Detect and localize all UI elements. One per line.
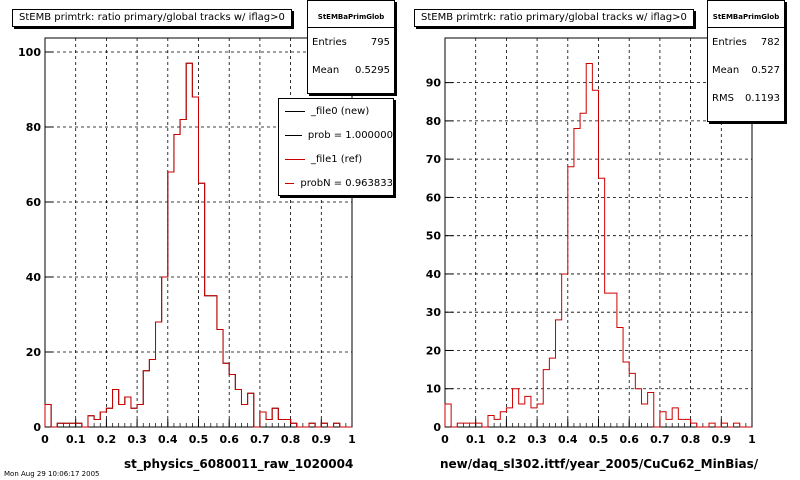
legend-line-red (285, 158, 305, 160)
right-stats-entries-label: Entries (712, 36, 747, 48)
right-stats-entries-row: Entries 782 (708, 28, 784, 56)
left-x-tick-label: 0.3 (127, 433, 147, 446)
left-histogram-series-1 (44, 62, 352, 428)
right-x-tick-label: 0.3 (527, 433, 547, 446)
legend-label-file0: _file0 (new) (311, 105, 370, 117)
right-stats-rms-label: RMS (712, 92, 734, 104)
left-y-tick-label: 60 (26, 196, 42, 209)
right-stats-name: StEMBaPrimGlob (708, 1, 784, 28)
left-stats-box: StEMBaPrimGlob Entries 795 Mean 0.5295 (307, 0, 395, 94)
right-y-tick-label: 80 (426, 115, 442, 128)
left-stats-entries-value: 795 (370, 36, 390, 48)
footer-timestamp: Mon Aug 29 10:06:17 2005 (4, 470, 100, 478)
left-x-tick-label: 0.7 (250, 433, 270, 446)
left-x-tick-label: 0 (41, 433, 49, 446)
right-stats-box: StEMBaPrimGlob Entries 782 Mean 0.527 RM… (707, 0, 785, 122)
legend-line-black (285, 110, 305, 112)
left-stats-entries-label: Entries (312, 36, 347, 48)
right-x-axis-title: new/daq_sl302.ittf/year_2005/CuCu62_MinB… (440, 457, 759, 471)
right-x-tick-label: 0.8 (681, 433, 701, 446)
left-x-tick-label: 0.9 (312, 433, 332, 446)
legend-label-file1: _file1 (ref) (311, 153, 363, 165)
left-stats-mean-value: 0.5295 (355, 64, 390, 76)
right-y-tick-label: 0 (433, 421, 441, 434)
right-y-tick-label: 50 (426, 230, 442, 243)
right-x-tick-label: 0.6 (619, 433, 639, 446)
right-stats-mean-value: 0.527 (751, 64, 780, 76)
left-y-tick-label: 0 (33, 421, 41, 434)
right-y-tick-label: 90 (426, 77, 442, 90)
left-x-tick-label: 0.6 (219, 433, 239, 446)
left-x-tick-label: 1 (348, 433, 356, 446)
legend-entry-probn: probN = 0.963833 (279, 171, 393, 195)
left-x-tick-label: 0.2 (97, 433, 117, 446)
right-stats-mean-row: Mean 0.527 (708, 56, 784, 84)
left-y-tick-label: 100 (18, 46, 41, 59)
left-y-tick-label: 80 (26, 121, 42, 134)
left-legend: _file0 (new) prob = 1.000000 _file1 (ref… (278, 98, 394, 196)
left-y-tick-label: 40 (26, 271, 42, 284)
right-x-tick-label: 0.1 (466, 433, 486, 446)
right-y-tick-label: 10 (426, 383, 442, 396)
legend-label-prob: prob = 1.000000 (307, 129, 393, 141)
left-stats-mean-label: Mean (312, 64, 340, 76)
left-chart-title: StEMB primtrk: ratio primary/global trac… (12, 9, 292, 27)
right-stats-rms-row: RMS 0.1193 (708, 84, 784, 112)
right-x-tick-label: 0 (441, 433, 449, 446)
left-x-tick-label: 0.1 (66, 433, 86, 446)
right-x-tick-label: 0.9 (712, 433, 732, 446)
right-x-tick-label: 1 (748, 433, 756, 446)
left-y-tick-label: 20 (26, 346, 42, 359)
right-y-tick-label: 70 (426, 153, 442, 166)
legend-entry-file1: _file1 (ref) (279, 147, 393, 171)
left-x-tick-label: 0.4 (158, 433, 178, 446)
right-stats-entries-value: 782 (760, 36, 780, 48)
right-x-tick-label: 0.5 (589, 433, 609, 446)
legend-entry-file0: _file0 (new) (279, 99, 393, 123)
legend-line-red-2 (285, 182, 295, 184)
legend-line-black-2 (285, 134, 302, 136)
right-y-tick-label: 40 (426, 268, 442, 281)
left-stats-name: StEMBaPrimGlob (308, 1, 394, 28)
right-stats-rms-value: 0.1193 (745, 92, 780, 104)
right-y-tick-label: 60 (426, 191, 442, 204)
right-stats-mean-label: Mean (712, 64, 740, 76)
right-x-tick-label: 0.2 (497, 433, 517, 446)
legend-label-probn: probN = 0.963833 (300, 177, 393, 189)
right-y-tick-label: 30 (426, 306, 442, 319)
right-x-tick-label: 0.4 (558, 433, 578, 446)
legend-entry-prob: prob = 1.000000 (279, 123, 393, 147)
left-x-tick-label: 0.5 (189, 433, 209, 446)
right-y-tick-label: 20 (426, 344, 442, 357)
left-stats-mean-row: Mean 0.5295 (308, 56, 394, 84)
left-x-tick-label: 0.8 (281, 433, 301, 446)
right-chart-title: StEMB primtrk: ratio primary/global trac… (414, 9, 694, 27)
right-x-tick-label: 0.7 (650, 433, 670, 446)
left-stats-entries-row: Entries 795 (308, 28, 394, 56)
left-x-axis-title: st_physics_6080011_raw_1020004 (124, 457, 354, 471)
right-histogram-series-0 (444, 62, 752, 428)
